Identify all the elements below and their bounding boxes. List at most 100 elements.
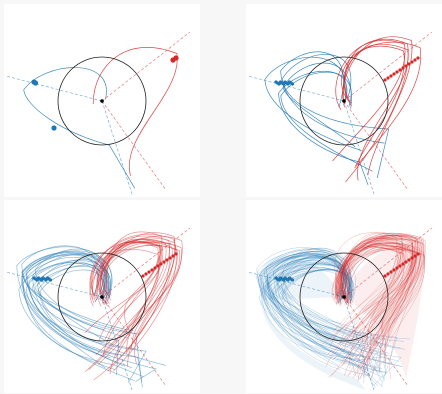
trajectory-line-blue [260, 255, 351, 332]
trajectory-line-blue [281, 268, 382, 378]
endpoint-red [153, 266, 157, 270]
trajectory-line-red [338, 234, 419, 365]
trajectory-line-blue [264, 263, 392, 347]
ray-blue-down [101, 100, 133, 195]
endpoint-red [392, 72, 396, 76]
endpoint-red [413, 254, 417, 258]
trajectory-layer [23, 47, 178, 189]
trajectory-line-blue [268, 256, 366, 346]
trajectory-line-red [341, 243, 411, 372]
endpoint-red [410, 256, 414, 260]
reference-circle [299, 252, 389, 342]
ray-red-down [101, 100, 167, 191]
trajectory-line-red [340, 235, 413, 362]
endpoint-red [144, 272, 148, 276]
endpoint-blue [51, 125, 57, 131]
trajectory-line-blue [21, 254, 144, 378]
trajectory-line-blue [280, 258, 401, 349]
trajectory-line-red [337, 239, 413, 378]
endpoint-blue [32, 80, 39, 86]
trajectory-line-blue [271, 269, 387, 375]
ray-red-up [343, 31, 433, 102]
endpoint-markers [32, 252, 178, 282]
trajectory-line-red [328, 246, 405, 378]
trajectory-line-red [343, 245, 415, 331]
panel-1-diagram [5, 31, 191, 195]
trajectory-line-blue [266, 251, 353, 356]
endpoint-red [401, 262, 405, 266]
ray-blue-left [5, 75, 103, 102]
trajectory-line-blue [282, 268, 390, 354]
endpoint-red [389, 270, 393, 274]
trajectory-line-red [92, 47, 178, 176]
endpoint-blue [290, 82, 295, 86]
trajectory-line-blue [265, 267, 379, 335]
trajectory-line-red [346, 248, 422, 369]
trajectory-line-blue [32, 254, 143, 383]
trajectory-line-red [332, 237, 403, 332]
endpoint-red [413, 58, 417, 62]
endpoint-red [147, 270, 151, 274]
trajectory-line-red [337, 237, 413, 347]
endpoint-red [407, 62, 411, 66]
panel-3 [4, 200, 200, 393]
trajectory-line-red [344, 245, 413, 342]
trajectory-line-red [333, 240, 406, 360]
trajectory-layer [264, 36, 422, 186]
endpoint-red [389, 74, 393, 78]
center-point [342, 99, 346, 103]
trajectory-line-red [339, 243, 417, 369]
endpoint-markers [274, 56, 420, 86]
trajectory-line-red [347, 248, 425, 355]
ray-red-up [101, 227, 191, 298]
endpoint-red [171, 254, 175, 258]
trajectory-line-red [331, 238, 424, 338]
trajectory-line-blue [258, 255, 363, 356]
trajectory-line-red [339, 238, 421, 376]
endpoint-red [170, 57, 176, 63]
reference-circle [57, 252, 147, 342]
trajectory-line-red [346, 232, 403, 376]
trajectory-line-blue [272, 269, 368, 353]
panel-4 [246, 200, 442, 393]
endpoint-red [168, 256, 172, 260]
panel-2-diagram [247, 31, 433, 195]
trajectory-line-red [343, 249, 424, 359]
endpoint-red [404, 260, 408, 264]
trajectory-line-red [329, 238, 399, 348]
trajectory-line-red [330, 232, 397, 378]
trajectory-line-blue [281, 269, 398, 387]
reference-rays [5, 31, 191, 195]
trajectory-line-red [339, 234, 424, 379]
trajectory-line-red [338, 242, 416, 379]
ray-red-up [101, 31, 191, 102]
trajectory-line-blue [261, 268, 358, 358]
trajectory-line-red [103, 245, 181, 350]
trajectory-line-blue [259, 254, 364, 354]
ray-blue-left [247, 271, 345, 298]
endpoint-red [159, 262, 163, 266]
trajectory-line-blue [256, 255, 384, 388]
endpoint-red [165, 258, 169, 262]
endpoint-red [416, 252, 420, 256]
trajectory-line-blue [28, 260, 157, 382]
trajectory-line-red [340, 235, 416, 368]
trajectory-line-red [344, 236, 404, 336]
panel-4-diagram [247, 227, 433, 391]
trajectory-line-red [335, 239, 426, 344]
trajectory-line-red [85, 240, 162, 373]
trajectory-line-blue [260, 267, 370, 361]
trajectory-line-red [343, 232, 403, 348]
trajectory-line-blue [264, 248, 364, 342]
panel-1 [4, 4, 200, 197]
trajectory-line-red [341, 234, 421, 366]
endpoint-red [410, 60, 414, 64]
trajectory-line-red [332, 39, 406, 162]
endpoint-red [398, 264, 402, 268]
trajectory-line-blue [23, 67, 136, 189]
trajectory-line-blue [273, 254, 364, 337]
ray-blue-down [343, 296, 375, 391]
endpoint-red [383, 274, 387, 278]
trajectory-line-red [349, 246, 425, 360]
